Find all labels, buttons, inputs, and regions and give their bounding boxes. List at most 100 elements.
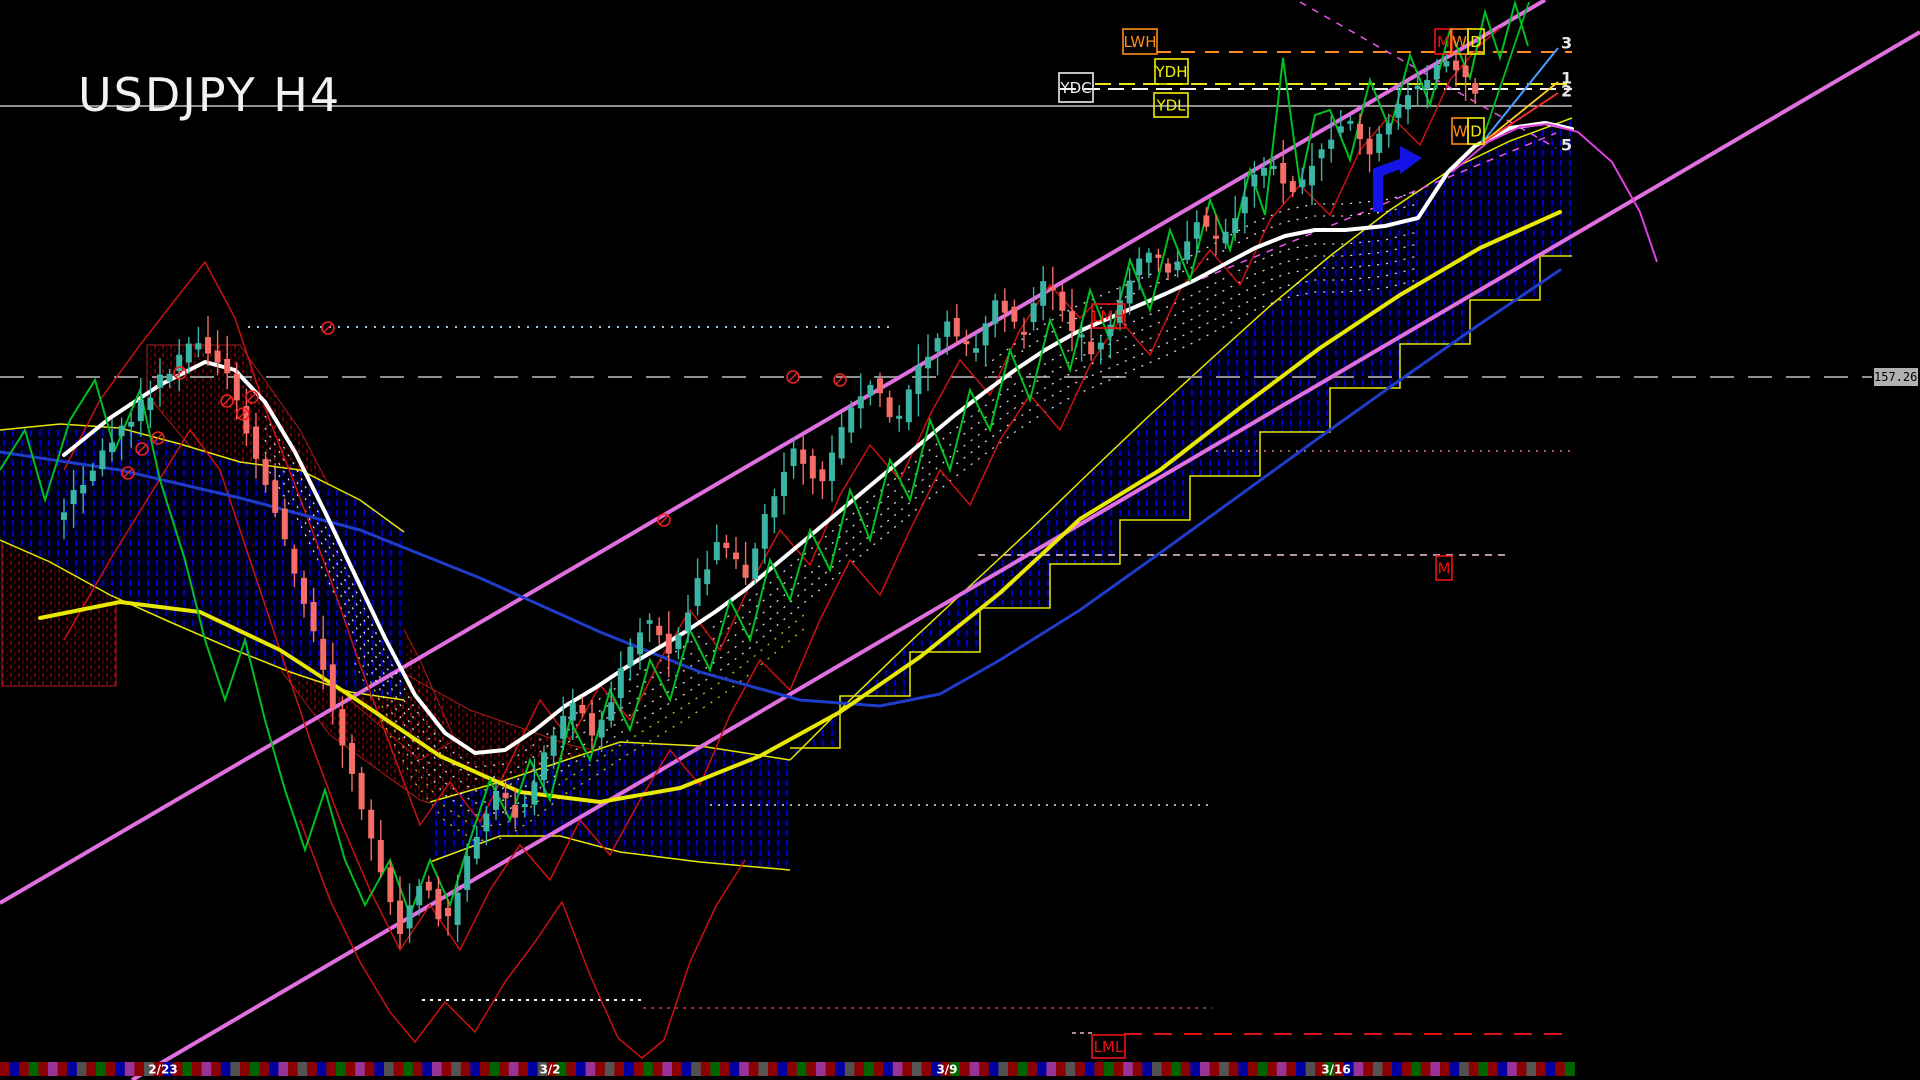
strip-block [1440, 1062, 1451, 1076]
label-box-ydc[interactable]: YDC [1058, 72, 1094, 103]
date-label: 3/2 [539, 1063, 560, 1077]
candle-body [339, 709, 346, 746]
strip-block [1296, 1062, 1307, 1076]
strip-block [585, 1062, 596, 1076]
strip-block [1401, 1062, 1412, 1076]
candle-body [627, 646, 634, 667]
trade-marker [151, 431, 165, 445]
strip-block [931, 1062, 942, 1076]
strip-block [1113, 1062, 1124, 1076]
candle-body [1376, 133, 1383, 153]
candle-body [473, 836, 480, 859]
candle-body [1280, 162, 1287, 184]
strip-block [595, 1062, 606, 1076]
candle-body [310, 601, 317, 632]
label-box-w[interactable]: W [1451, 117, 1469, 145]
cloud-left [0, 424, 404, 700]
candle-body [435, 888, 442, 920]
strip-block [883, 1062, 894, 1076]
strip-block [854, 1062, 865, 1076]
candle-body [233, 373, 240, 401]
candle-body [809, 455, 816, 479]
candle-body [761, 513, 768, 549]
strip-block [374, 1062, 385, 1076]
candle-body [656, 625, 663, 636]
strip-block [326, 1062, 337, 1076]
strip-block [643, 1062, 654, 1076]
candle-body [157, 374, 163, 388]
candle-body [589, 713, 595, 736]
svg-text:M: M [1438, 560, 1451, 578]
strip-block [364, 1062, 375, 1076]
candle-body [608, 702, 615, 721]
strip-block [1516, 1062, 1527, 1076]
ma-yellow [38, 210, 1562, 804]
strip-block [873, 1062, 884, 1076]
candle-body [934, 338, 941, 352]
fan-label-3: 3 [1561, 34, 1572, 53]
strip-block [1430, 1062, 1441, 1076]
strip-block [1382, 1062, 1393, 1076]
strip-block [153, 1062, 164, 1076]
label-box-lmh[interactable]: LMH [1091, 303, 1126, 329]
label-box-m[interactable]: M [1434, 28, 1453, 55]
strip-block [163, 1062, 174, 1076]
bottom-timeline: 2/23 3/2 3/9 3/16 [0, 1062, 1575, 1077]
strip-block [1209, 1062, 1220, 1076]
strip-block [940, 1062, 951, 1076]
strip-block [739, 1062, 750, 1076]
candle-body [176, 354, 183, 371]
strip-block [1084, 1062, 1095, 1076]
strip-block [681, 1062, 692, 1076]
strip-block [1104, 1062, 1115, 1076]
candle-body [416, 886, 423, 906]
strip-block [1219, 1062, 1230, 1076]
candle-body [1011, 306, 1018, 322]
candle-body [1251, 174, 1258, 187]
label-box-m[interactable]: M [1435, 555, 1453, 581]
label-box-lml[interactable]: LML [1091, 1034, 1126, 1059]
strip-block [902, 1062, 913, 1076]
label-box-lwh[interactable]: LWH [1122, 28, 1158, 55]
label-box-ydl[interactable]: YDL [1153, 92, 1189, 118]
candle-body [800, 449, 807, 464]
candle-body [1261, 167, 1267, 176]
candle-body [617, 668, 624, 699]
blue-arrow[interactable] [1373, 146, 1422, 212]
strip-block [38, 1062, 49, 1076]
strip-block [758, 1062, 769, 1076]
strip-block [1315, 1062, 1326, 1076]
candle-body [541, 752, 547, 781]
fan-label-1: 1 [1561, 69, 1572, 88]
violet-channel-upper [0, 0, 1547, 905]
candle-body [1069, 311, 1075, 332]
red-env-bottom [299, 819, 746, 1059]
candle-body [1203, 215, 1210, 227]
label-box-d[interactable]: D [1467, 28, 1485, 55]
candle-body [685, 612, 691, 632]
trade-marker [786, 370, 800, 384]
candle-body [1443, 61, 1450, 67]
strip-block [48, 1062, 59, 1076]
strip-block [844, 1062, 855, 1076]
candle-body [1270, 165, 1277, 169]
strip-block [1420, 1062, 1431, 1076]
strip-block [979, 1062, 990, 1076]
svg-text:LWH: LWH [1123, 33, 1156, 51]
horizontal-levels [0, 51, 1872, 1035]
strip-block [1334, 1062, 1345, 1076]
cloud-mid [430, 742, 790, 870]
candle-body [1424, 79, 1431, 89]
candle-body [944, 321, 951, 337]
red-env-right-upper [63, 27, 1501, 952]
strip-block [547, 1062, 558, 1076]
label-box-d[interactable]: D [1467, 117, 1485, 145]
candle-body [128, 421, 135, 427]
strip-block [1180, 1062, 1191, 1076]
label-box-ydh[interactable]: YDH [1154, 58, 1189, 85]
strip-block [528, 1062, 539, 1076]
candle-body [1222, 231, 1229, 244]
label-box-w[interactable]: W [1450, 28, 1469, 55]
